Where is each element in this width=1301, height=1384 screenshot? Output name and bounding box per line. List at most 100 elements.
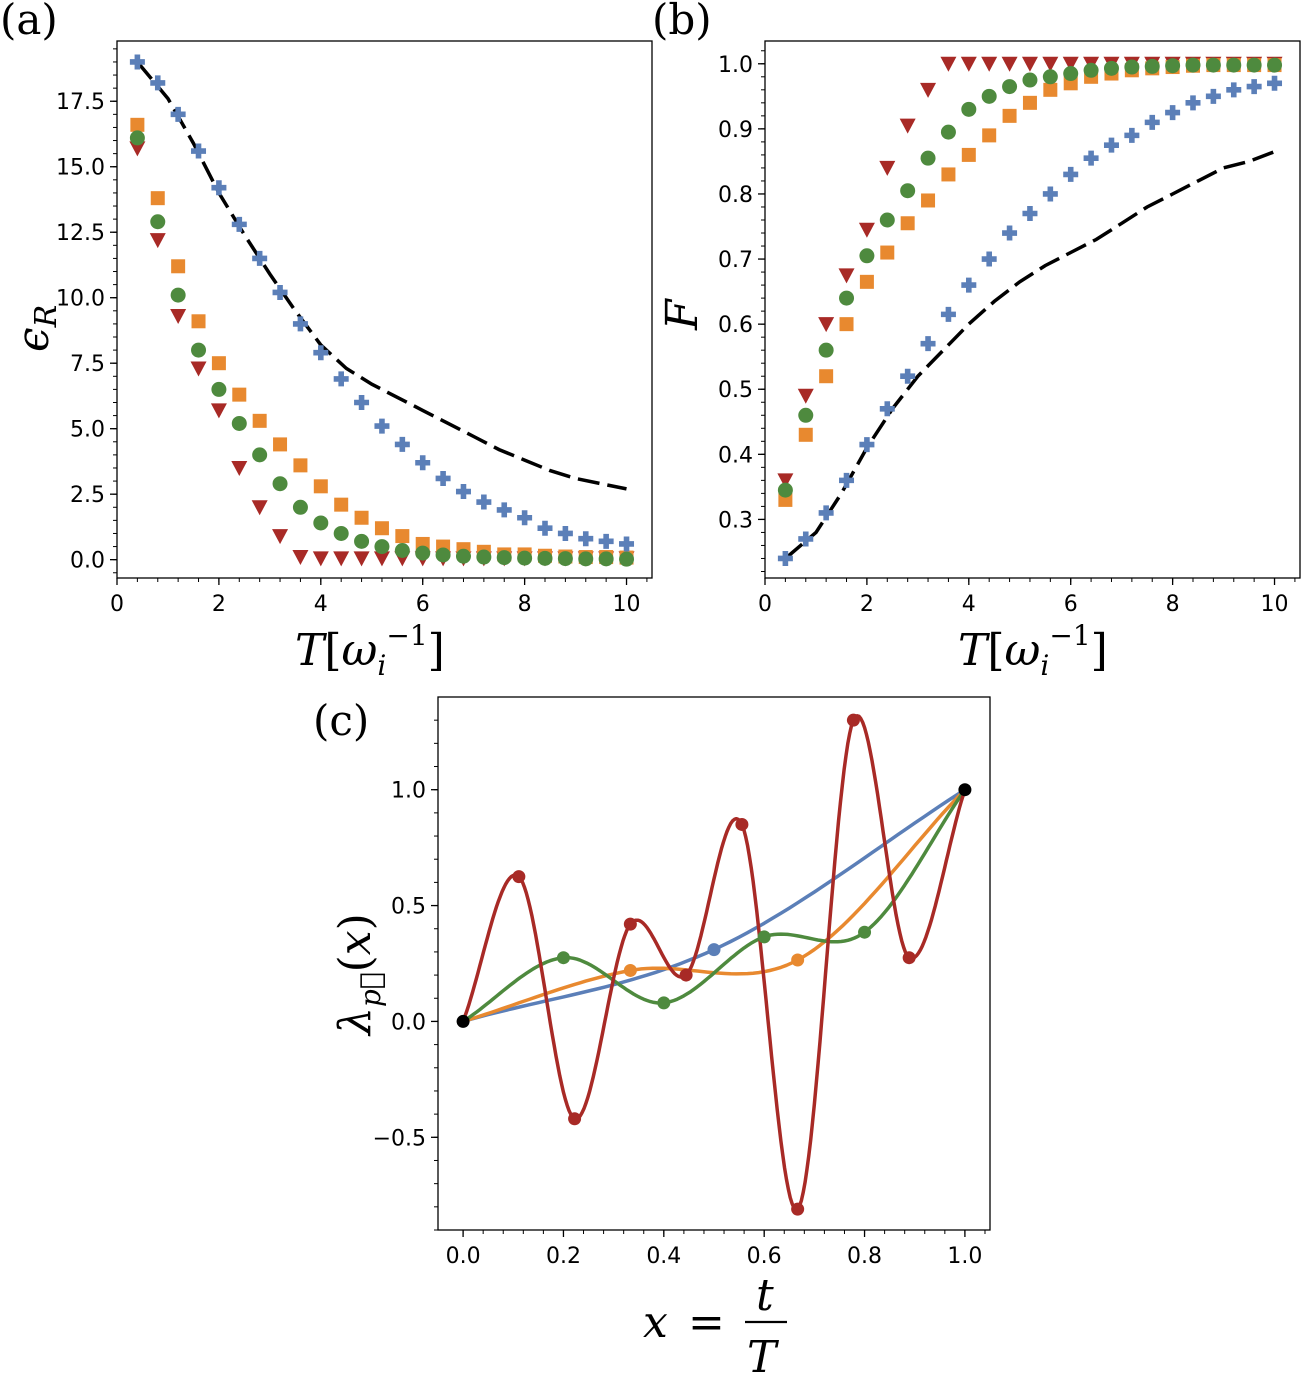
circle-point: [879, 212, 895, 228]
circle-point: [1185, 57, 1201, 73]
plus-point: [1103, 137, 1119, 153]
plus-point: [1063, 166, 1079, 182]
circle-point: [598, 551, 614, 567]
square-point: [252, 413, 267, 428]
circle-point: [333, 525, 349, 541]
y-tick-label: 0.8: [718, 183, 753, 208]
plus-point: [170, 106, 186, 122]
triangle-point: [960, 56, 977, 72]
triangle-point: [333, 551, 350, 567]
panel-b-label: (b): [652, 0, 712, 44]
panel-c-x-ticks: 0.0 0.2 0.4 0.6 0.8 1.0: [446, 1230, 986, 1269]
plus-point: [879, 401, 895, 417]
circle-point: [1063, 66, 1079, 82]
node-point-green: [757, 930, 771, 944]
plus-point: [1165, 105, 1181, 121]
square-point: [1002, 108, 1017, 123]
triangle-point: [818, 317, 835, 333]
plus-point: [1144, 114, 1160, 130]
circle-point: [1042, 69, 1058, 85]
plus-point: [1267, 75, 1283, 91]
plus-point: [1205, 88, 1221, 104]
triangle-point: [777, 473, 794, 489]
x-tick-label: 4: [962, 592, 976, 617]
y-tick-label: 0.5: [391, 895, 426, 920]
triangle-point: [210, 403, 227, 419]
circle-point: [920, 150, 936, 166]
series-line-dashed: [784, 150, 1276, 560]
circle-point: [129, 130, 145, 146]
plus-point: [578, 531, 594, 547]
panel-a-y-axis-label: ϵR: [8, 305, 64, 352]
node-point-red: [512, 870, 526, 884]
plus-point: [920, 336, 936, 352]
plus-point: [839, 472, 855, 488]
panel-a-marks: [129, 54, 635, 567]
circle-point: [455, 548, 471, 564]
square-point: [130, 117, 145, 132]
triangle-point: [1021, 56, 1038, 72]
circle-point: [859, 248, 875, 264]
triangle-point: [797, 388, 814, 404]
circle-point: [191, 342, 207, 358]
endpoint-point: [456, 1014, 470, 1028]
node-point-red: [846, 713, 860, 727]
x-tick-label: 0.2: [546, 1244, 581, 1269]
triangle-point: [981, 56, 998, 72]
square-point: [859, 274, 874, 289]
y-tick-label: 0.0: [70, 549, 105, 574]
plus-point: [1246, 79, 1262, 95]
square-point: [1043, 82, 1058, 97]
panel-c: (c) −0.5 0.0 0.5 1.0 0.0 0.2 0.4 0.6 0.8 1.0 λp⃗…: [313, 696, 991, 1383]
triangle-point: [190, 361, 207, 377]
square-point: [819, 369, 834, 384]
plus-point: [517, 510, 533, 526]
plus-point: [435, 470, 451, 486]
circle-point: [1205, 57, 1221, 73]
panel-b-frame: [764, 40, 1301, 579]
y-tick-label: −0.5: [373, 1126, 426, 1151]
endpoint-point: [958, 783, 972, 797]
triangle-point: [1062, 56, 1079, 72]
square-point: [354, 510, 369, 525]
series-curve-green: [462, 788, 967, 1023]
circle-point: [557, 551, 573, 567]
triangle-point: [292, 550, 309, 566]
plus-point: [374, 418, 390, 434]
x-tick-label: 8: [1166, 592, 1180, 617]
y-tick-label: 0.3: [718, 508, 753, 533]
plus-point: [231, 216, 247, 232]
circle-point: [517, 550, 533, 566]
circle-point: [940, 124, 956, 140]
x-tick-label: 0.8: [847, 1244, 882, 1269]
circle-point: [394, 542, 410, 558]
panel-a: (a) 0.0 2.5 5.0 7.5 10.0 12.5 15.0 17.5 0 2 4 6 8 10…: [0, 0, 653, 682]
triangle-point: [838, 268, 855, 284]
circle-point: [1124, 59, 1140, 75]
x-tick-label: 2: [212, 592, 226, 617]
x-tick-label: 10: [1261, 592, 1289, 617]
x-label-numerator: t: [756, 1270, 774, 1321]
panel-c-y-ticks: −0.5 0.0 0.5 1.0: [373, 719, 438, 1231]
node-point-blue: [707, 943, 721, 957]
panel-b-x-axis-label: T[ωi−1]: [958, 619, 1108, 682]
circle-point: [231, 415, 247, 431]
node-point-green: [858, 925, 872, 939]
plus-point: [292, 316, 308, 332]
circle-point: [619, 551, 635, 567]
circle-point: [1022, 72, 1038, 88]
node-point-red: [791, 1202, 805, 1216]
x-label-equals: =: [688, 1297, 725, 1348]
x-label-lhs: x: [643, 1297, 668, 1348]
plus-point: [859, 437, 875, 453]
triangle-point: [899, 118, 916, 134]
x-label-denominator: T: [747, 1332, 780, 1383]
x-tick-label: 2: [860, 592, 874, 617]
panel-c-marks: [456, 713, 972, 1216]
circle-point: [839, 290, 855, 306]
square-point: [395, 529, 410, 544]
square-point: [211, 356, 226, 371]
plus-point: [252, 250, 268, 266]
series-line-dashed: [136, 60, 627, 491]
